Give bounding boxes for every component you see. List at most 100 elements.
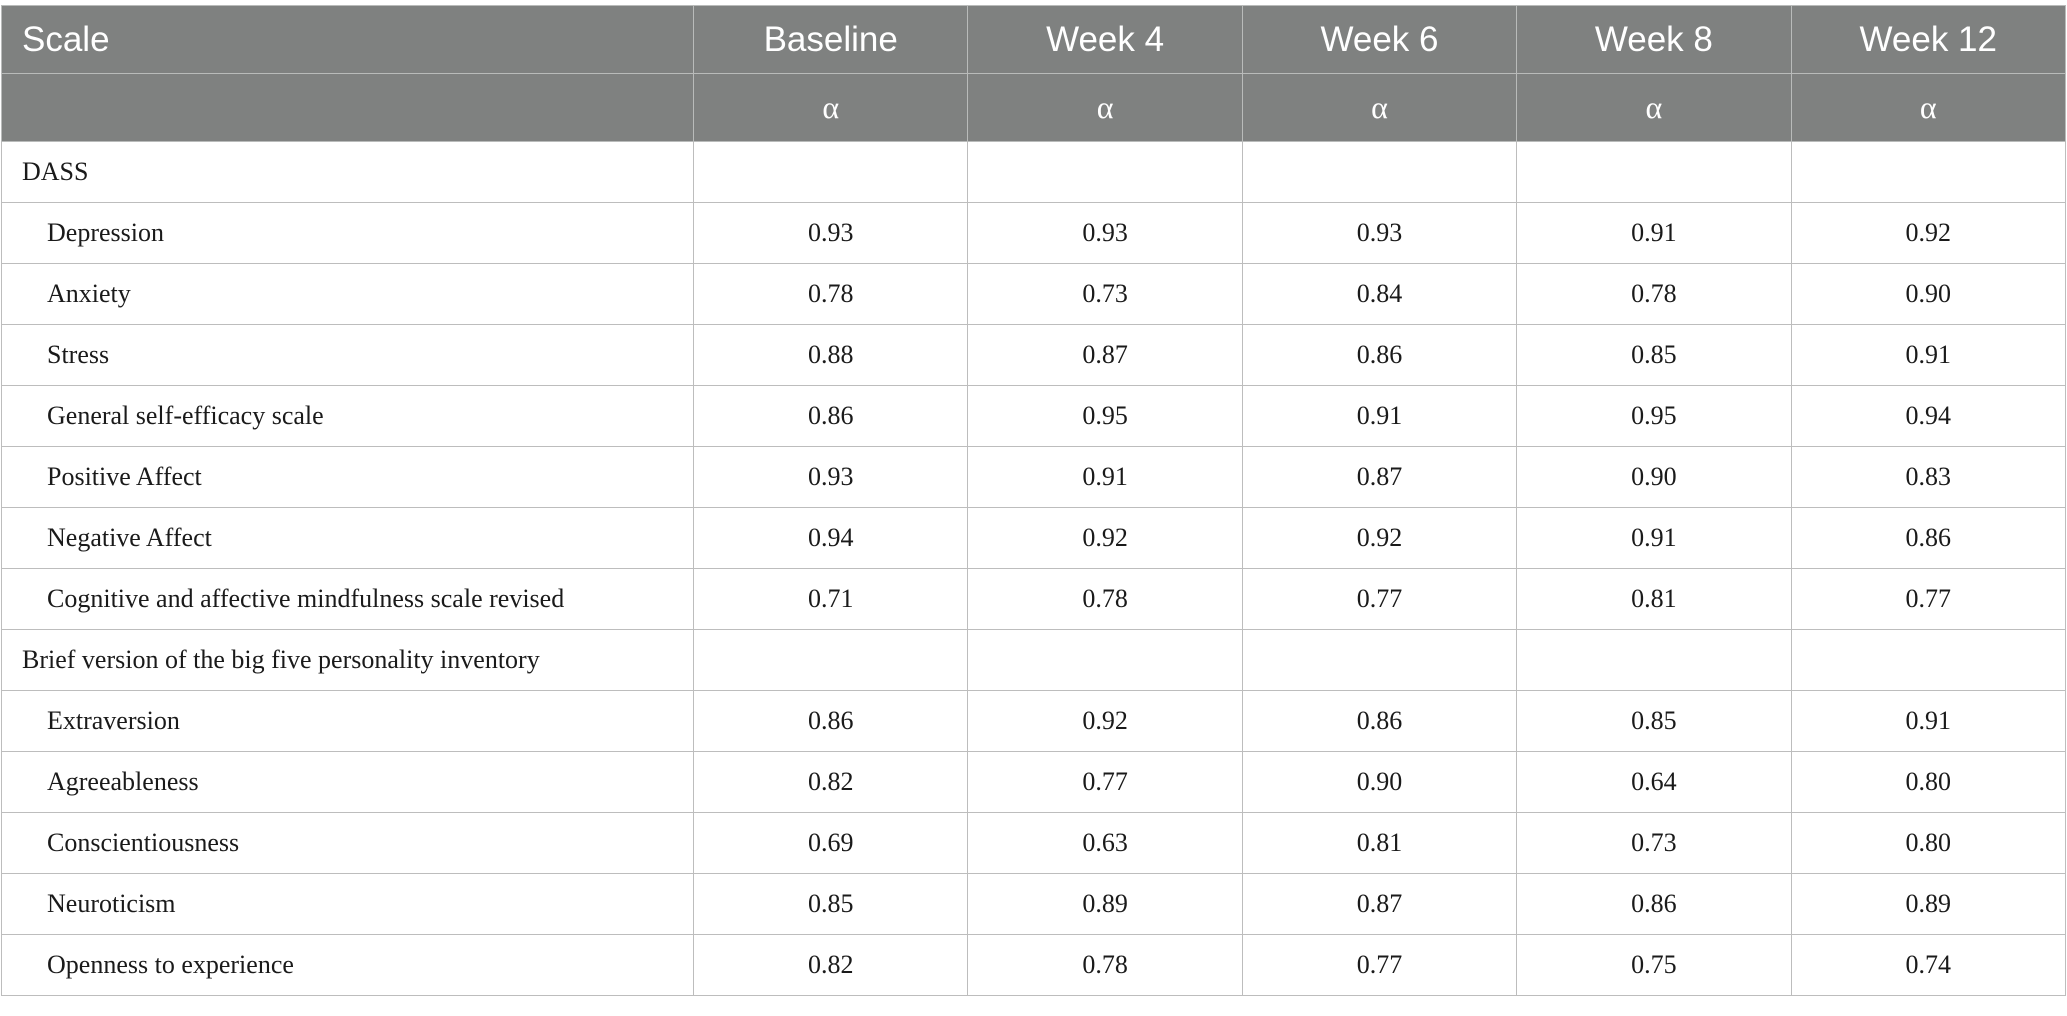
alpha-value-cell: 0.73 bbox=[967, 263, 1243, 325]
table-row: Neuroticism 0.85 0.89 0.87 0.86 0.89 bbox=[1, 873, 2066, 935]
table-row: Stress 0.88 0.87 0.86 0.85 0.91 bbox=[1, 324, 2066, 386]
alpha-value-cell: 0.93 bbox=[1241, 202, 1518, 264]
table-row: DASS bbox=[1, 141, 2066, 203]
alpha-value-cell: 0.80 bbox=[1790, 812, 2066, 874]
alpha-value-cell: 0.78 bbox=[967, 934, 1243, 996]
alpha-value-cell: 0.94 bbox=[1790, 385, 2066, 447]
alpha-value-cell: 0.91 bbox=[967, 446, 1243, 508]
alpha-value-cell: 0.87 bbox=[1241, 446, 1518, 508]
alpha-value-cell: 0.92 bbox=[967, 690, 1243, 752]
alpha-value-cell: 0.92 bbox=[967, 507, 1243, 569]
alpha-value-cell: 0.81 bbox=[1516, 568, 1792, 630]
subheader-alpha: α bbox=[692, 73, 969, 142]
table-row: Negative Affect 0.94 0.92 0.92 0.91 0.86 bbox=[1, 507, 2066, 569]
alpha-value-cell: 0.78 bbox=[692, 263, 969, 325]
alpha-value-cell: 0.94 bbox=[692, 507, 969, 569]
row-label: Openness to experience bbox=[1, 934, 694, 996]
table-row: Openness to experience 0.82 0.78 0.77 0.75 0.… bbox=[1, 934, 2066, 996]
alpha-value-cell: 0.77 bbox=[1790, 568, 2066, 630]
alpha-value-cell: 0.87 bbox=[1241, 873, 1518, 935]
alpha-value-cell: 0.89 bbox=[967, 873, 1243, 935]
alpha-value-cell: 0.84 bbox=[1241, 263, 1518, 325]
alpha-value-cell: 0.86 bbox=[692, 690, 969, 752]
alpha-value-cell: 0.91 bbox=[1790, 690, 2066, 752]
alpha-value-cell bbox=[1516, 629, 1792, 691]
header-row: Scale Baseline Week 4 Week 6 Week 8 Week… bbox=[1, 5, 2066, 74]
column-header-scale: Scale bbox=[1, 5, 694, 74]
table-row: Anxiety 0.78 0.73 0.84 0.78 0.90 bbox=[1, 263, 2066, 325]
alpha-value-cell: 0.91 bbox=[1790, 324, 2066, 386]
alpha-value-cell: 0.90 bbox=[1790, 263, 2066, 325]
alpha-value-cell: 0.93 bbox=[692, 446, 969, 508]
subheader-alpha: α bbox=[1241, 73, 1518, 142]
alpha-value-cell: 0.91 bbox=[1516, 507, 1792, 569]
alpha-value-cell bbox=[1790, 629, 2066, 691]
alpha-value-cell: 0.86 bbox=[1241, 324, 1518, 386]
alpha-value-cell bbox=[1241, 629, 1518, 691]
section-label: Brief version of the big five personalit… bbox=[1, 629, 694, 691]
subheader-alpha: α bbox=[1790, 73, 2066, 142]
table-row: Depression 0.93 0.93 0.93 0.91 0.92 bbox=[1, 202, 2066, 264]
alpha-value-cell: 0.95 bbox=[1516, 385, 1792, 447]
alpha-value-cell: 0.92 bbox=[1241, 507, 1518, 569]
alpha-value-cell: 0.95 bbox=[967, 385, 1243, 447]
alpha-value-cell: 0.78 bbox=[967, 568, 1243, 630]
row-label: Depression bbox=[1, 202, 694, 264]
alpha-value-cell: 0.73 bbox=[1516, 812, 1792, 874]
row-label: Agreeableness bbox=[1, 751, 694, 813]
alpha-value-cell bbox=[1241, 141, 1518, 203]
table-row: General self-efficacy scale 0.86 0.95 0.91 0… bbox=[1, 385, 2066, 447]
section-label: DASS bbox=[1, 141, 694, 203]
alpha-value-cell: 0.90 bbox=[1241, 751, 1518, 813]
subheader-empty bbox=[1, 73, 694, 142]
row-label: Neuroticism bbox=[1, 873, 694, 935]
alpha-value-cell: 0.78 bbox=[1516, 263, 1792, 325]
alpha-value-cell: 0.85 bbox=[1516, 324, 1792, 386]
alpha-value-cell bbox=[1516, 141, 1792, 203]
alpha-value-cell: 0.91 bbox=[1516, 202, 1792, 264]
column-header-week-8: Week 8 bbox=[1516, 5, 1792, 74]
alpha-value-cell: 0.89 bbox=[1790, 873, 2066, 935]
subheader-row: α α α α α bbox=[1, 73, 2066, 142]
alpha-value-cell: 0.90 bbox=[1516, 446, 1792, 508]
alpha-value-cell: 0.88 bbox=[692, 324, 969, 386]
alpha-value-cell: 0.71 bbox=[692, 568, 969, 630]
alpha-value-cell: 0.86 bbox=[1241, 690, 1518, 752]
alpha-value-cell: 0.75 bbox=[1516, 934, 1792, 996]
table-row: Extraversion 0.86 0.92 0.86 0.85 0.91 bbox=[1, 690, 2066, 752]
subheader-alpha: α bbox=[1516, 73, 1792, 142]
alpha-value-cell: 0.81 bbox=[1241, 812, 1518, 874]
row-label: Stress bbox=[1, 324, 694, 386]
alpha-value-cell bbox=[692, 141, 969, 203]
alpha-value-cell bbox=[967, 141, 1243, 203]
subheader-alpha: α bbox=[967, 73, 1243, 142]
row-label: Extraversion bbox=[1, 690, 694, 752]
alpha-value-cell: 0.77 bbox=[1241, 568, 1518, 630]
alpha-value-cell bbox=[692, 629, 969, 691]
table-body: DASS Depression 0.93 0.93 0.93 0.91 0.92 Anxiet… bbox=[1, 141, 2066, 996]
alpha-value-cell: 0.86 bbox=[1790, 507, 2066, 569]
alpha-value-cell: 0.63 bbox=[967, 812, 1243, 874]
alpha-value-cell: 0.87 bbox=[967, 324, 1243, 386]
table-row: Brief version of the big five personalit… bbox=[1, 629, 2066, 691]
table-row: Conscientiousness 0.69 0.63 0.81 0.73 0.80 bbox=[1, 812, 2066, 874]
alpha-value-cell: 0.80 bbox=[1790, 751, 2066, 813]
row-label: Negative Affect bbox=[1, 507, 694, 569]
column-header-week-12: Week 12 bbox=[1790, 5, 2066, 74]
reliability-table: Scale Baseline Week 4 Week 6 Week 8 Week… bbox=[1, 5, 2066, 996]
row-label: Conscientiousness bbox=[1, 812, 694, 874]
alpha-value-cell: 0.74 bbox=[1790, 934, 2066, 996]
alpha-value-cell: 0.82 bbox=[692, 751, 969, 813]
column-header-week-6: Week 6 bbox=[1241, 5, 1518, 74]
alpha-value-cell: 0.85 bbox=[1516, 690, 1792, 752]
alpha-value-cell: 0.69 bbox=[692, 812, 969, 874]
alpha-value-cell: 0.82 bbox=[692, 934, 969, 996]
alpha-value-cell: 0.86 bbox=[1516, 873, 1792, 935]
alpha-value-cell bbox=[967, 629, 1243, 691]
alpha-value-cell: 0.77 bbox=[967, 751, 1243, 813]
alpha-value-cell: 0.92 bbox=[1790, 202, 2066, 264]
alpha-value-cell: 0.85 bbox=[692, 873, 969, 935]
table-row: Agreeableness 0.82 0.77 0.90 0.64 0.80 bbox=[1, 751, 2066, 813]
alpha-value-cell: 0.64 bbox=[1516, 751, 1792, 813]
row-label: Anxiety bbox=[1, 263, 694, 325]
